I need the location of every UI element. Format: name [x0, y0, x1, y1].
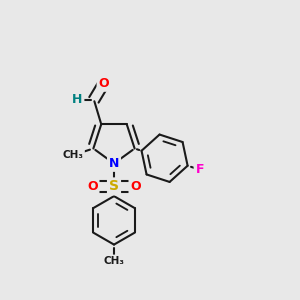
Text: O: O — [87, 180, 98, 193]
Text: CH₃: CH₃ — [103, 256, 124, 266]
Text: S: S — [109, 179, 119, 194]
Text: H: H — [72, 93, 82, 106]
Text: F: F — [196, 163, 204, 176]
Text: N: N — [109, 157, 119, 170]
Text: O: O — [98, 77, 109, 90]
Text: O: O — [130, 180, 141, 193]
Text: CH₃: CH₃ — [62, 150, 83, 160]
